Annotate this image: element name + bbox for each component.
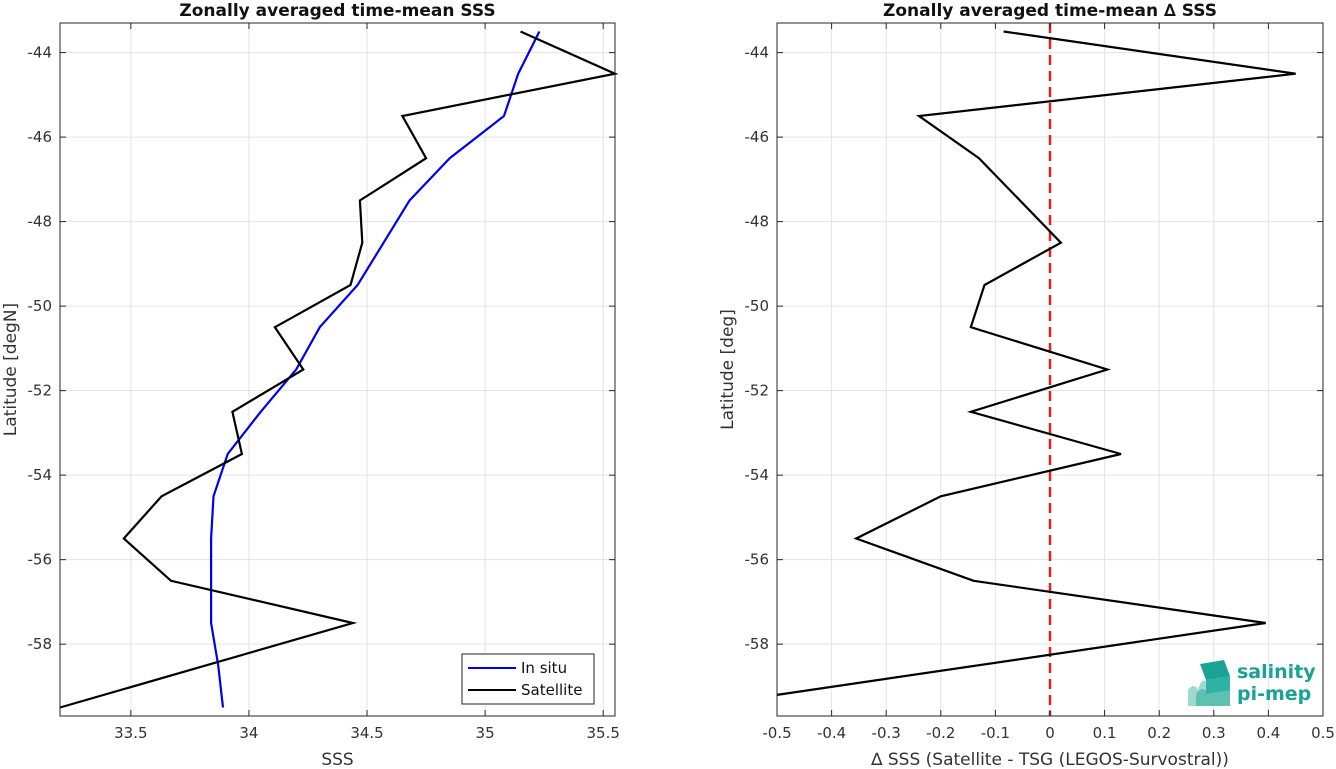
x-tick-label: 0.4 bbox=[1256, 724, 1280, 742]
x-tick-label: 35 bbox=[476, 724, 495, 742]
legend-label-in-situ: In situ bbox=[521, 659, 567, 677]
x-tick-label: 0.5 bbox=[1311, 724, 1335, 742]
x-tick-label: 0.1 bbox=[1093, 724, 1117, 742]
x-axis-label: SSS bbox=[321, 750, 353, 769]
x-tick-label: -0.1 bbox=[981, 724, 1010, 742]
y-tick-label: -54 bbox=[28, 466, 53, 484]
y-tick-label: -50 bbox=[28, 297, 53, 315]
x-tick-label: 0.3 bbox=[1202, 724, 1226, 742]
y-tick-label: -48 bbox=[745, 213, 770, 231]
x-tick-label: 35.5 bbox=[586, 724, 619, 742]
legend-label-satellite: Satellite bbox=[521, 681, 582, 699]
x-tick-label: -0.5 bbox=[762, 724, 791, 742]
chart-title: Zonally averaged time-mean ∆ SSS bbox=[883, 1, 1217, 21]
y-axis-label: Latitude [deg] bbox=[718, 309, 738, 430]
y-tick-label: -54 bbox=[745, 466, 770, 484]
wave-logo-icon bbox=[1188, 660, 1230, 706]
x-tick-label: 34 bbox=[239, 724, 258, 742]
y-tick-label: -52 bbox=[745, 382, 770, 400]
x-tick-label: -0.3 bbox=[872, 724, 901, 742]
logo-line-1: salinity bbox=[1237, 661, 1316, 683]
x-tick-label: 0 bbox=[1045, 724, 1055, 742]
y-tick-label: -58 bbox=[28, 635, 53, 653]
y-tick-label: -50 bbox=[745, 297, 770, 315]
x-tick-label: -0.4 bbox=[817, 724, 846, 742]
series-line-0 bbox=[776, 30, 1296, 696]
legend-box bbox=[461, 653, 595, 705]
x-tick-label: 33.5 bbox=[114, 724, 147, 742]
x-tick-label: 0.2 bbox=[1147, 724, 1171, 742]
chart-title: Zonally averaged time-mean SSS bbox=[179, 1, 495, 21]
y-tick-label: -44 bbox=[28, 44, 53, 62]
y-tick-label: -46 bbox=[745, 128, 770, 146]
y-tick-label: -52 bbox=[28, 382, 53, 400]
series-line-in-situ bbox=[210, 31, 541, 708]
y-tick-label: -44 bbox=[745, 44, 770, 62]
axes-box bbox=[59, 22, 616, 717]
y-tick-label: -48 bbox=[28, 213, 53, 231]
y-tick-label: -56 bbox=[28, 551, 53, 569]
y-tick-label: -56 bbox=[745, 551, 770, 569]
legend: In situ Satellite bbox=[461, 653, 595, 705]
left-panel: 33.5 34 34.5 35 35.5 -44 -46 -48 -50 -52 -54 -56 -58… bbox=[1, 1, 620, 769]
salinity-pi-mep-logo: salinity pi-mep bbox=[1188, 660, 1316, 706]
x-tick-label: -0.2 bbox=[926, 724, 955, 742]
y-axis-label: Latitude [degN] bbox=[1, 303, 21, 436]
series-line-satellite bbox=[59, 30, 619, 709]
x-tick-label: 34.5 bbox=[350, 724, 383, 742]
right-panel: -0.5 -0.4 -0.3 -0.2 -0.1 0 0.1 0.2 0.3 0.4 0.5 -44 -… bbox=[718, 1, 1335, 769]
x-axis-label: ∆ SSS (Satellite - TSG (LEGOS-Survostral… bbox=[870, 750, 1229, 769]
y-tick-label: -58 bbox=[745, 635, 770, 653]
logo-line-2: pi-mep bbox=[1237, 683, 1311, 705]
y-tick-label: -46 bbox=[28, 128, 53, 146]
